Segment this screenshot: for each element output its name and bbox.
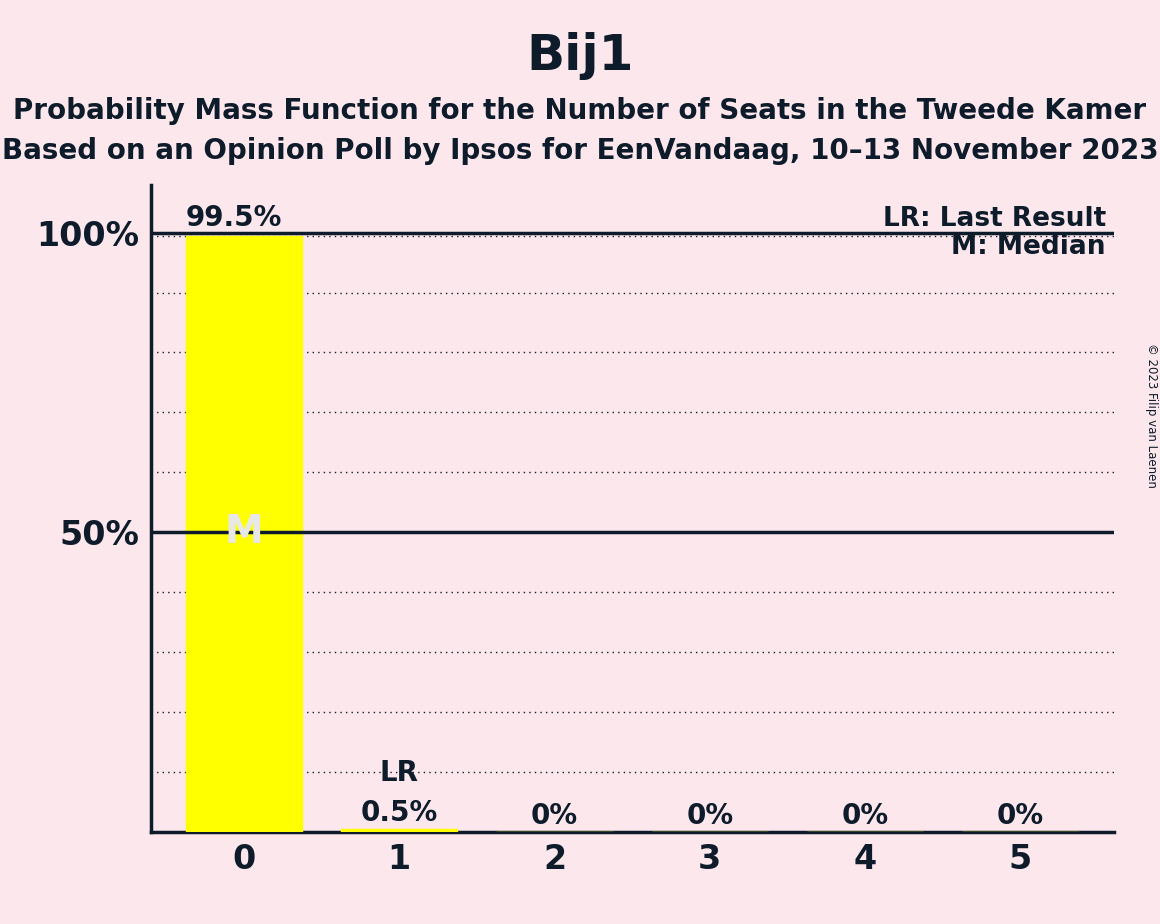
Text: LR: Last Result: LR: Last Result — [883, 206, 1105, 232]
Text: LR: LR — [379, 759, 419, 786]
Bar — [186, 236, 303, 832]
Text: M: M — [225, 513, 263, 551]
Text: 0%: 0% — [687, 802, 733, 831]
Text: Bij1: Bij1 — [527, 32, 633, 80]
Text: Based on an Opinion Poll by Ipsos for EenVandaag, 10–13 November 2023: Based on an Opinion Poll by Ipsos for Ee… — [1, 137, 1159, 164]
Bar — [341, 829, 457, 832]
Text: 0%: 0% — [531, 802, 578, 831]
Text: 0.5%: 0.5% — [361, 799, 437, 827]
Text: 0%: 0% — [841, 802, 889, 831]
Text: 99.5%: 99.5% — [186, 203, 282, 232]
Text: 0%: 0% — [996, 802, 1044, 831]
Text: M: Median: M: Median — [951, 234, 1105, 260]
Text: © 2023 Filip van Laenen: © 2023 Filip van Laenen — [1145, 344, 1159, 488]
Text: Probability Mass Function for the Number of Seats in the Tweede Kamer: Probability Mass Function for the Number… — [14, 97, 1146, 125]
